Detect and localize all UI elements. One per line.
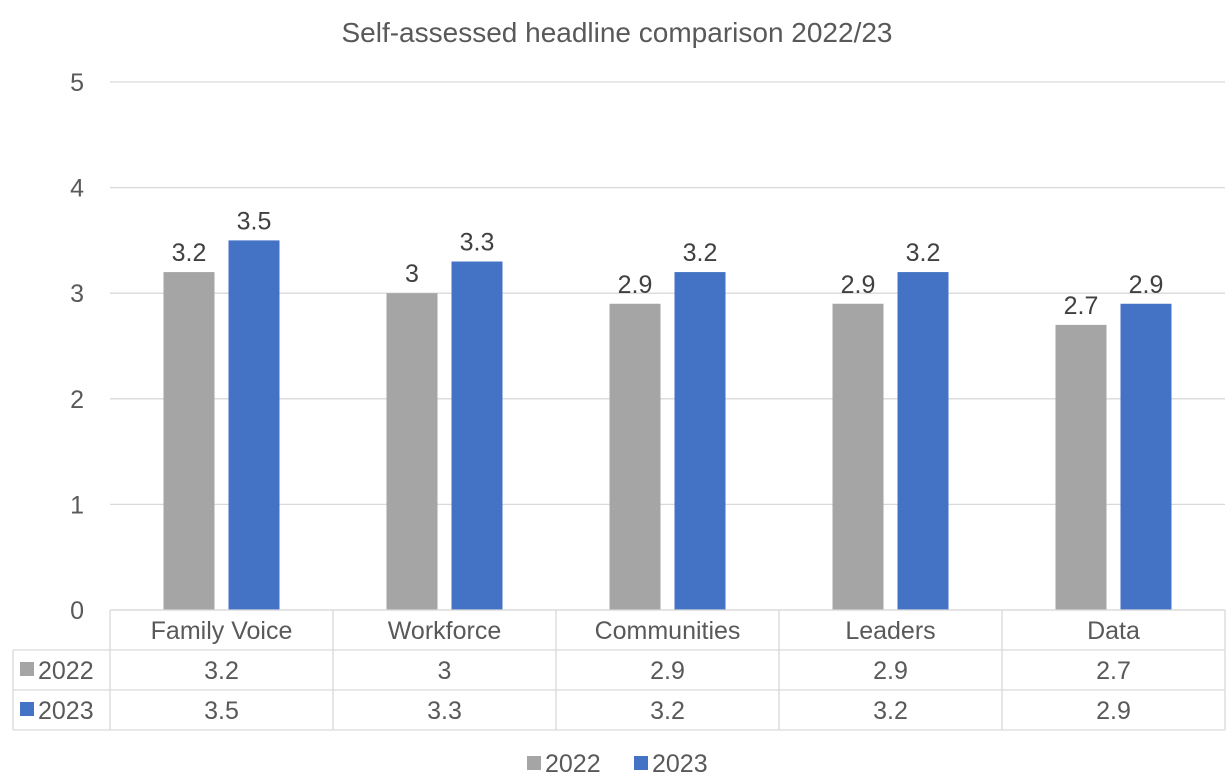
chart-title: Self-assessed headline comparison 2022/2… — [341, 17, 892, 48]
category-label: Communities — [595, 617, 741, 645]
data-labels: 3.2 3 2.9 2.9 2.7 3.5 3.3 3.2 3.2 2.9 — [172, 207, 1164, 319]
bar-2023-2[interactable] — [674, 272, 726, 610]
table-series-name: 2023 — [38, 697, 94, 725]
table-cell: 3.5 — [204, 697, 239, 725]
legend[interactable]: 2022 2023 — [527, 750, 708, 774]
table-cell: 2.9 — [650, 657, 685, 685]
bar-2023-4[interactable] — [1120, 303, 1172, 610]
data-label: 2.9 — [841, 271, 876, 299]
legend-label: 2022 — [545, 750, 601, 774]
y-axis-ticks: 0 1 2 3 4 5 — [70, 69, 84, 625]
data-label: 3 — [405, 260, 419, 288]
category-label: Workforce — [388, 617, 501, 645]
table-cell: 2.7 — [1096, 657, 1131, 685]
data-label: 3.3 — [460, 229, 495, 257]
category-label: Family Voice — [151, 617, 293, 645]
data-label: 3.5 — [237, 207, 272, 235]
y-tick-label: 4 — [70, 175, 84, 203]
y-tick-label: 2 — [70, 386, 84, 414]
bar-2023-3[interactable] — [897, 272, 949, 610]
table-series-key — [20, 662, 34, 676]
table-cell: 2.9 — [873, 657, 908, 685]
data-label: 3.2 — [683, 239, 718, 267]
table-cell: 2.9 — [1096, 697, 1131, 725]
data-label: 2.9 — [618, 271, 653, 299]
legend-swatch — [634, 756, 648, 770]
table-cell: 3.3 — [427, 697, 462, 725]
legend-label: 2023 — [652, 750, 708, 774]
legend-item-2023[interactable]: 2023 — [634, 750, 708, 774]
bar-2022-2[interactable] — [609, 303, 661, 610]
table-cell: 3.2 — [650, 697, 685, 725]
table-series-name: 2022 — [38, 657, 94, 685]
bar-2023-0[interactable] — [228, 240, 280, 610]
data-label: 2.7 — [1064, 292, 1099, 320]
data-table: Family Voice Workforce Communities Leaders D… — [12, 609, 1226, 731]
data-label: 3.2 — [172, 239, 207, 267]
data-label: 2.9 — [1129, 271, 1164, 299]
y-tick-label: 3 — [70, 280, 84, 308]
legend-swatch — [527, 756, 541, 770]
bar-2022-4[interactable] — [1055, 324, 1107, 610]
category-label: Data — [1087, 617, 1140, 645]
data-label: 3.2 — [906, 239, 941, 267]
table-series-key — [20, 702, 34, 716]
y-tick-label: 5 — [70, 69, 84, 97]
bar-2022-1[interactable] — [386, 293, 438, 610]
bar-2022-3[interactable] — [832, 303, 884, 610]
table-cell: 3 — [438, 657, 452, 685]
y-tick-label: 0 — [70, 597, 84, 625]
y-tick-label: 1 — [70, 491, 84, 519]
table-cell: 3.2 — [204, 657, 239, 685]
bar-2023-1[interactable] — [451, 261, 503, 610]
bar-2022-0[interactable] — [163, 272, 215, 610]
legend-item-2022[interactable]: 2022 — [527, 750, 601, 774]
category-label: Leaders — [845, 617, 935, 645]
table-cell: 3.2 — [873, 697, 908, 725]
bar-series — [163, 240, 1172, 610]
